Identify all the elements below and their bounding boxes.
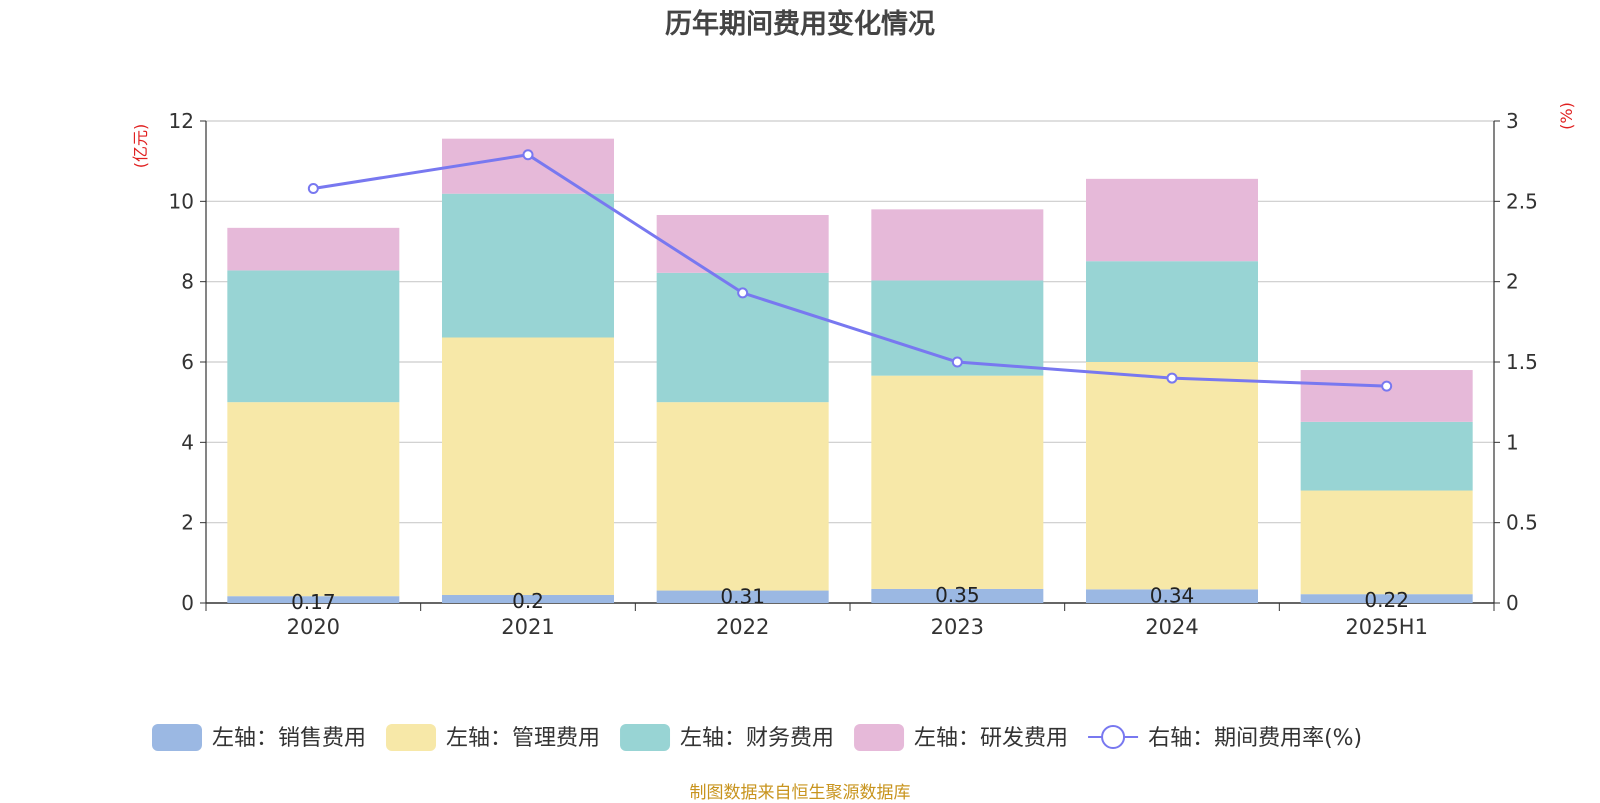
y-right-tick-label: 2 — [1506, 270, 1519, 294]
bar-segment — [1086, 178, 1258, 262]
y-left-tick-label: 8 — [181, 270, 194, 294]
rate-point — [522, 149, 534, 161]
y-left-axis-label: (亿元) — [131, 124, 150, 169]
bar-segment — [1300, 370, 1473, 422]
data-label: 0.35 — [935, 583, 980, 607]
legend-swatch — [152, 724, 202, 751]
bar-segment — [442, 337, 614, 595]
data-label: 0.31 — [720, 585, 765, 609]
legend-label: 右轴：期间费用率(%) — [1148, 726, 1362, 751]
x-tick-label: 2020 — [287, 615, 340, 639]
y-left-tick-label: 6 — [181, 350, 194, 374]
bar-segment — [1300, 594, 1473, 603]
bar-segment — [656, 402, 829, 591]
y-left-tick-label: 12 — [169, 109, 194, 133]
x-tick-label: 2023 — [931, 615, 984, 639]
y-left-tick-label: 2 — [181, 511, 194, 535]
rate-point — [737, 287, 749, 299]
data-label: 0.17 — [291, 590, 336, 614]
chart-title: 历年期间费用变化情况 — [665, 9, 935, 40]
bar-segment — [871, 209, 1044, 281]
y-right-tick-label: 0 — [1506, 591, 1519, 615]
rate-point — [307, 182, 319, 194]
data-label: 0.22 — [1364, 588, 1409, 612]
rate-line — [313, 153, 1387, 388]
legend-label: 左轴：财务费用 — [680, 726, 834, 751]
bar-segment — [442, 138, 614, 194]
bar-segment — [442, 594, 614, 603]
bar-segment — [227, 270, 400, 403]
bar-segment — [227, 402, 400, 597]
legend-label: 左轴：管理费用 — [446, 726, 600, 751]
bar-segment — [227, 227, 400, 271]
y-right-tick-label: 1 — [1506, 430, 1519, 454]
rate-point — [1381, 380, 1393, 392]
bar-segment — [227, 596, 400, 603]
bar-segment — [1086, 589, 1258, 603]
bar-segment — [871, 375, 1044, 589]
y-right-tick-label: 3 — [1506, 109, 1519, 133]
bar-segment — [1086, 362, 1258, 590]
legend-swatch — [854, 724, 905, 751]
data-label: 0.34 — [1150, 583, 1195, 607]
rate-point — [951, 356, 963, 368]
x-tick-label: 2024 — [1145, 615, 1198, 639]
x-tick-label: 2021 — [501, 615, 554, 639]
legend-swatch — [386, 724, 437, 751]
y-left-tick-label: 10 — [169, 189, 194, 213]
y-right-tick-label: 0.5 — [1506, 511, 1538, 535]
data-label: 0.2 — [512, 589, 544, 613]
y-right-tick-label: 1.5 — [1506, 350, 1538, 374]
legend-swatch — [620, 724, 671, 751]
y-right-tick-label: 2.5 — [1506, 189, 1538, 213]
bar-segment — [1300, 490, 1473, 595]
bar-segment — [1300, 421, 1473, 491]
y-left-tick-label: 4 — [181, 430, 194, 454]
bar-segment — [1086, 261, 1258, 362]
x-tick-label: 2025H1 — [1345, 615, 1428, 639]
y-left-tick-label: 0 — [181, 591, 194, 615]
y-right-axis-label: (%) — [1557, 102, 1576, 130]
bar-segment — [656, 590, 829, 603]
bar-segment — [656, 214, 829, 273]
rate-point — [1166, 372, 1178, 384]
data-source-note: 制图数据来自恒生聚源数据库 — [689, 783, 911, 803]
x-tick-label: 2022 — [716, 615, 769, 639]
legend-label: 左轴：销售费用 — [212, 726, 366, 751]
legend-label: 左轴：研发费用 — [914, 726, 1068, 751]
legend-marker-icon — [1101, 725, 1126, 749]
bar-segment — [442, 193, 614, 338]
bar-segment — [871, 588, 1044, 603]
